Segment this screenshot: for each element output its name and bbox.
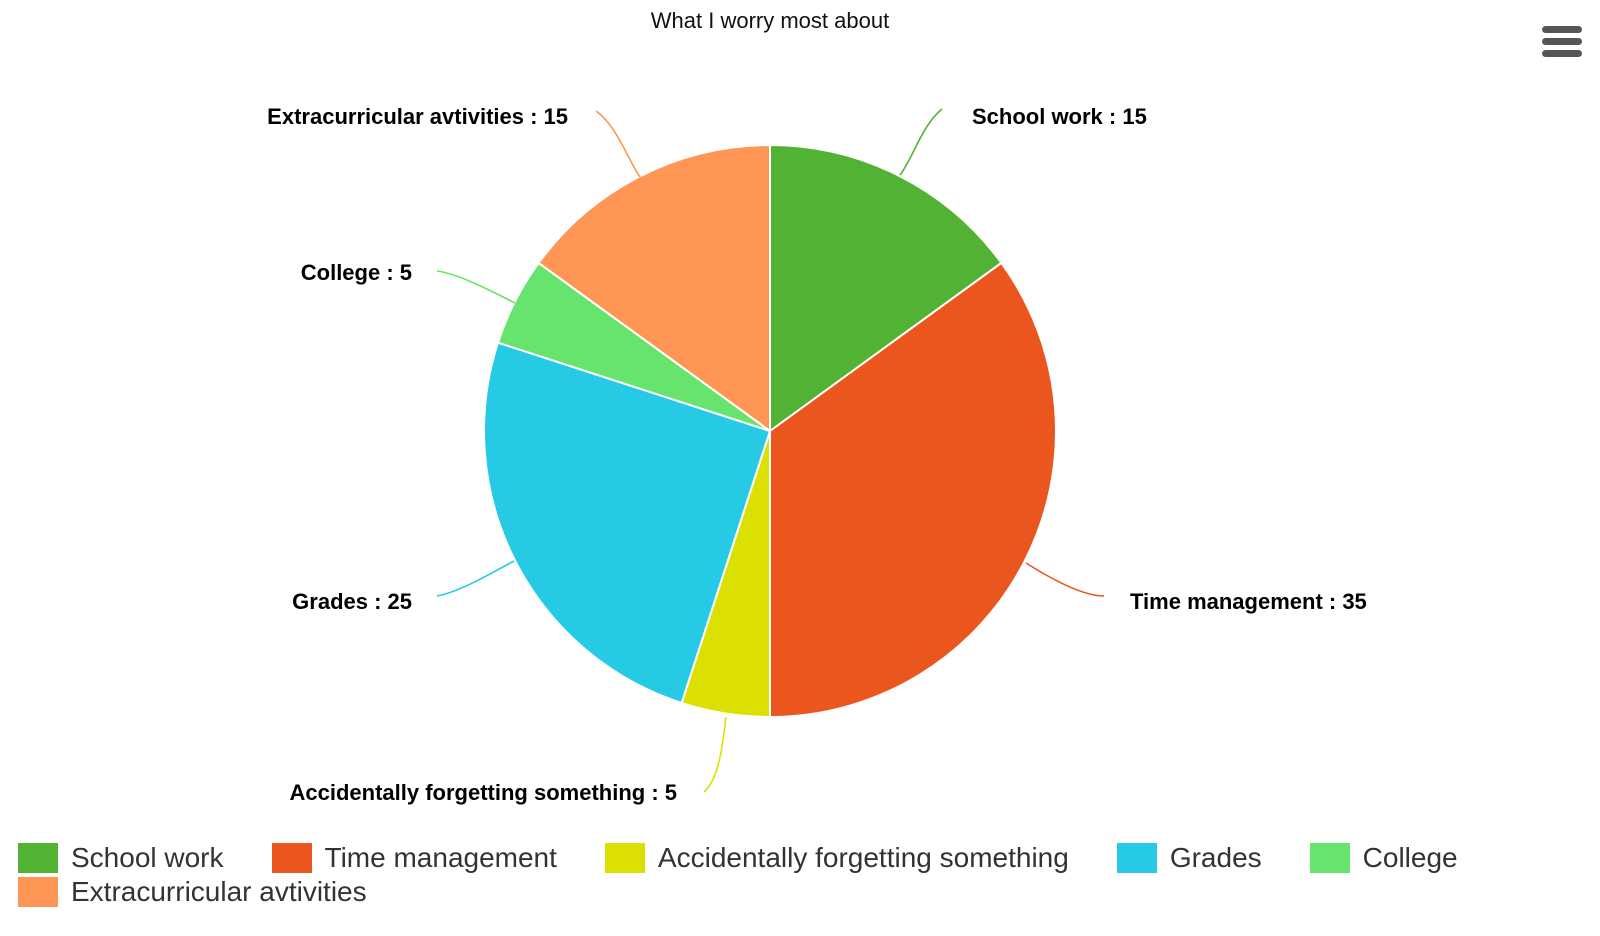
legend-swatch [18,877,58,907]
chart-title: What I worry most about [650,8,890,33]
connector-accidentally-forgetting-something [703,716,727,793]
legend-label: Extracurricular avtivities [71,876,367,907]
legend-swatch [18,843,58,873]
legend-swatch [1116,843,1157,873]
legend-item-grades[interactable]: Grades [1116,842,1262,874]
menu-bar [1542,26,1582,33]
legend-label: Time management [324,842,557,873]
data-label-college: College : 5 [301,260,412,285]
legend-label: Accidentally forgetting something [657,842,1069,873]
menu-bar [1542,38,1582,45]
connector-extracurricular-avtivities [595,110,641,178]
connector-time-management [1025,562,1105,597]
connector-college [436,270,516,304]
legend-item-accidentally-forgetting-something[interactable]: Accidentally forgetting something [604,842,1069,874]
legend-swatch [1309,843,1350,873]
legend-swatch [604,843,645,873]
data-label-accidentally-forgetting-something: Accidentally forgetting something : 5 [290,780,677,805]
pie-chart: School work : 15 Time management : 35 Acci… [267,104,1367,805]
legend-label: School work [71,842,224,873]
pie-slice-time-management[interactable] [769,261,1057,718]
connector-school-work [899,108,943,176]
slice-labels: School work : 15 Time management : 35 Acci… [267,104,1367,805]
data-label-time-management: Time management : 35 [1130,589,1367,614]
legend: School work Time management Accidentally f… [18,842,1578,908]
label-connectors [436,108,1105,793]
legend-swatch [271,843,312,873]
legend-item-school-work[interactable]: School work [18,842,224,874]
data-label-grades: Grades : 25 [292,589,412,614]
menu-bar [1542,50,1582,57]
legend-item-time-management[interactable]: Time management [271,842,557,874]
pie-slice-school-work[interactable] [769,144,1003,432]
hamburger-menu-icon[interactable] [1540,24,1584,64]
legend-label: College [1362,842,1458,873]
data-label-extracurricular-avtivities: Extracurricular avtivities : 15 [267,104,568,129]
legend-label: Grades [1169,842,1262,873]
data-label-school-work: School work : 15 [972,104,1147,129]
connector-grades [436,560,515,597]
pie-slice-grades[interactable] [483,341,771,705]
pie-slices [483,144,1057,718]
legend-item-college[interactable]: College [1309,842,1458,874]
legend-item-extracurricular-avtivities[interactable]: Extracurricular avtivities [18,876,367,908]
